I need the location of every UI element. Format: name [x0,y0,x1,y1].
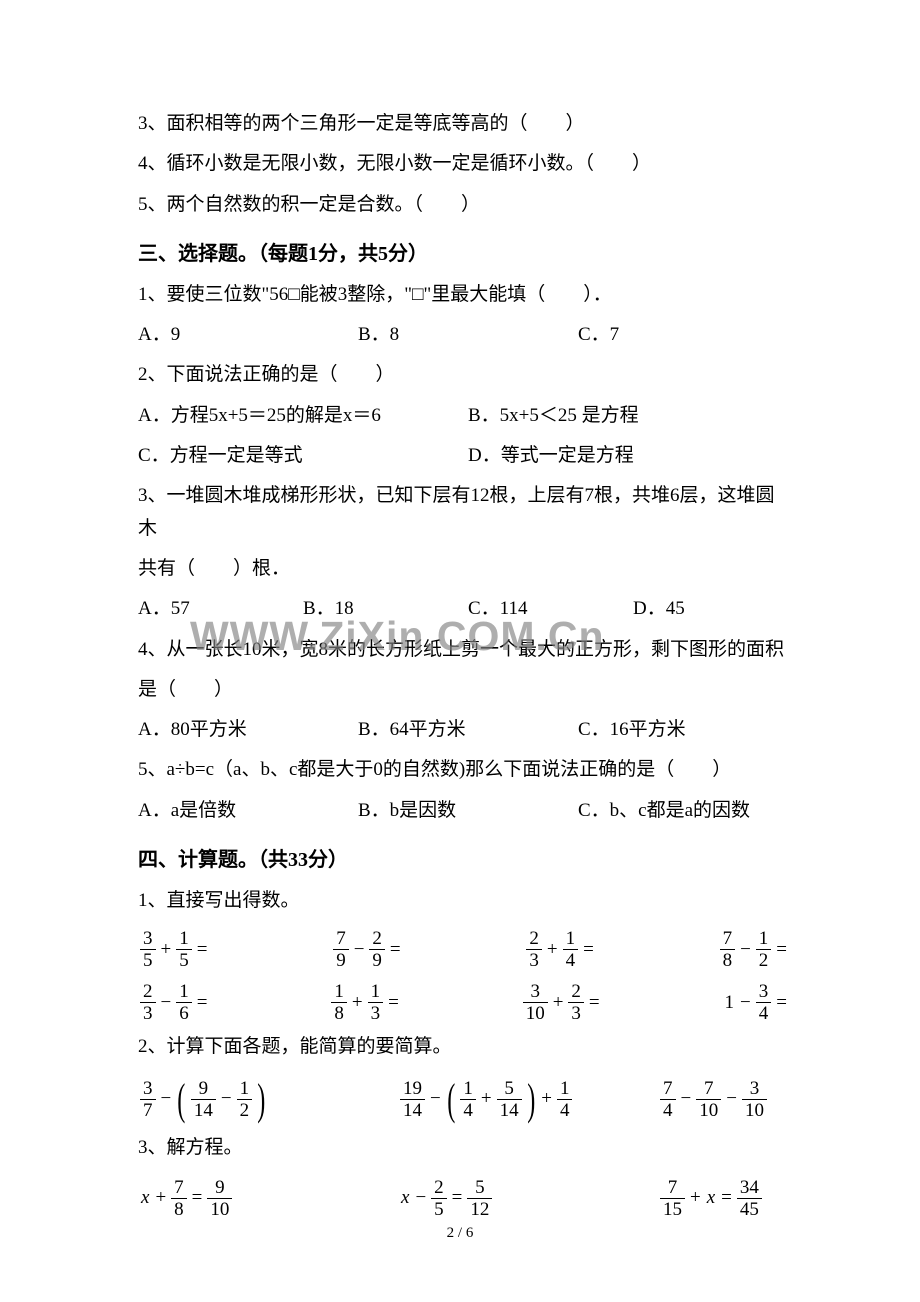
mc-q4-opts: A．80平方米 B．64平方米 C．16平方米 [138,714,790,746]
mc-q4-c: C．16平方米 [578,714,798,746]
mc-q1-a: A．9 [138,319,358,351]
solve-e1: x + 78 = 910 [138,1178,398,1219]
calc-cell: 35+15= [138,929,210,970]
compute-e1: 37 − ( 914 − 12 ) [138,1078,398,1122]
mc-q3-d: D．45 [633,593,798,625]
calc-cell: 23+14= [524,929,596,970]
compute-row: 37 − ( 914 − 12 ) 1914 − ( 14 + 514 ) + … [138,1078,790,1122]
sec4-p1: 1、直接写出得数。 [138,885,790,917]
calc-row2: 23−16= 18+13= 310+23= 1−34= [138,982,790,1023]
mc-q4-stem1: 4、从一张长10米，宽8米的长方形纸上剪一个最大的正方形，剩下图形的面积 [138,634,790,666]
mc-q1-c: C．7 [578,319,798,351]
page: WWW.ZiXin.COM.Cn 3、面积相等的两个三角形一定是等底等高的（ ）… [0,0,920,1302]
mc-q2-b: B．5x+5＜25 是方程 [468,400,798,432]
mc-q1-b: B．8 [358,319,578,351]
mc-q5-c: C．b、c都是a的因数 [578,795,798,827]
mc-q5-opts: A．a是倍数 B．b是因数 C．b、c都是a的因数 [138,795,790,827]
calc-row1: 35+15= 79−29= 23+14= 78−12= [138,929,790,970]
mc-q5-a: A．a是倍数 [138,795,358,827]
mc-q5-stem: 5、a÷b=c（a、b、c都是大于0的自然数)那么下面说法正确的是（ ） [138,754,790,786]
solve-e2: x − 25 = 512 [398,1178,658,1219]
mc-q3-opts: A．57 B．18 C．114 D．45 [138,593,790,625]
sec4-p2: 2、计算下面各题，能简算的要简算。 [138,1031,790,1063]
mc-q2-opts1: A．方程5x+5＝25的解是x＝6 B．5x+5＜25 是方程 [138,400,790,432]
mc-q2-c: C．方程一定是等式 [138,440,468,472]
calc-cell: 78−12= [718,929,790,970]
mc-q4-stem2: 是（ ） [138,674,790,706]
section4-title: 四、计算题。（共33分） [138,843,790,877]
mc-q3-stem1: 3、一堆圆木堆成梯形形状，已知下层有12根，上层有7根，共堆6层，这堆圆木 [138,480,790,545]
mc-q4-a: A．80平方米 [138,714,358,746]
mc-q3-b: B．18 [303,593,468,625]
calc-cell: 79−29= [331,929,403,970]
compute-e3: 74 − 710 − 310 [658,1079,769,1120]
mc-q2-stem: 2、下面说法正确的是（ ） [138,359,790,391]
calc-cell: 310+23= [521,982,603,1023]
tf-q4: 4、循环小数是无限小数，无限小数一定是循环小数。（ ） [138,148,790,180]
mc-q1-opts: A．9 B．8 C．7 [138,319,790,351]
calc-cell: 1−34= [722,982,790,1023]
page-footer: 2 / 6 [0,1221,920,1247]
solve-e3: 715 + x = 3445 [658,1178,764,1219]
sec4-p3: 3、解方程。 [138,1132,790,1164]
mc-q3-stem2: 共有（ ）根． [138,553,790,585]
calc-cell: 18+13= [329,982,401,1023]
mc-q3-c: C．114 [468,593,633,625]
mc-q2-a: A．方程5x+5＝25的解是x＝6 [138,400,468,432]
tf-q5: 5、两个自然数的积一定是合数。（ ） [138,189,790,221]
mc-q3-a: A．57 [138,593,303,625]
tf-q3: 3、面积相等的两个三角形一定是等底等高的（ ） [138,108,790,140]
compute-e2: 1914 − ( 14 + 514 ) + 14 [398,1078,658,1122]
mc-q5-b: B．b是因数 [358,795,578,827]
section3-title: 三、选择题。（每题1分，共5分） [138,237,790,271]
mc-q4-b: B．64平方米 [358,714,578,746]
mc-q2-d: D．等式一定是方程 [468,440,798,472]
mc-q2-opts2: C．方程一定是等式 D．等式一定是方程 [138,440,790,472]
solve-row: x + 78 = 910 x − 25 = 512 715 + x = 3445 [138,1178,790,1219]
calc-cell: 23−16= [138,982,210,1023]
mc-q1-stem: 1、要使三位数"56□能被3整除，"□"里最大能填（ ）． [138,279,790,311]
